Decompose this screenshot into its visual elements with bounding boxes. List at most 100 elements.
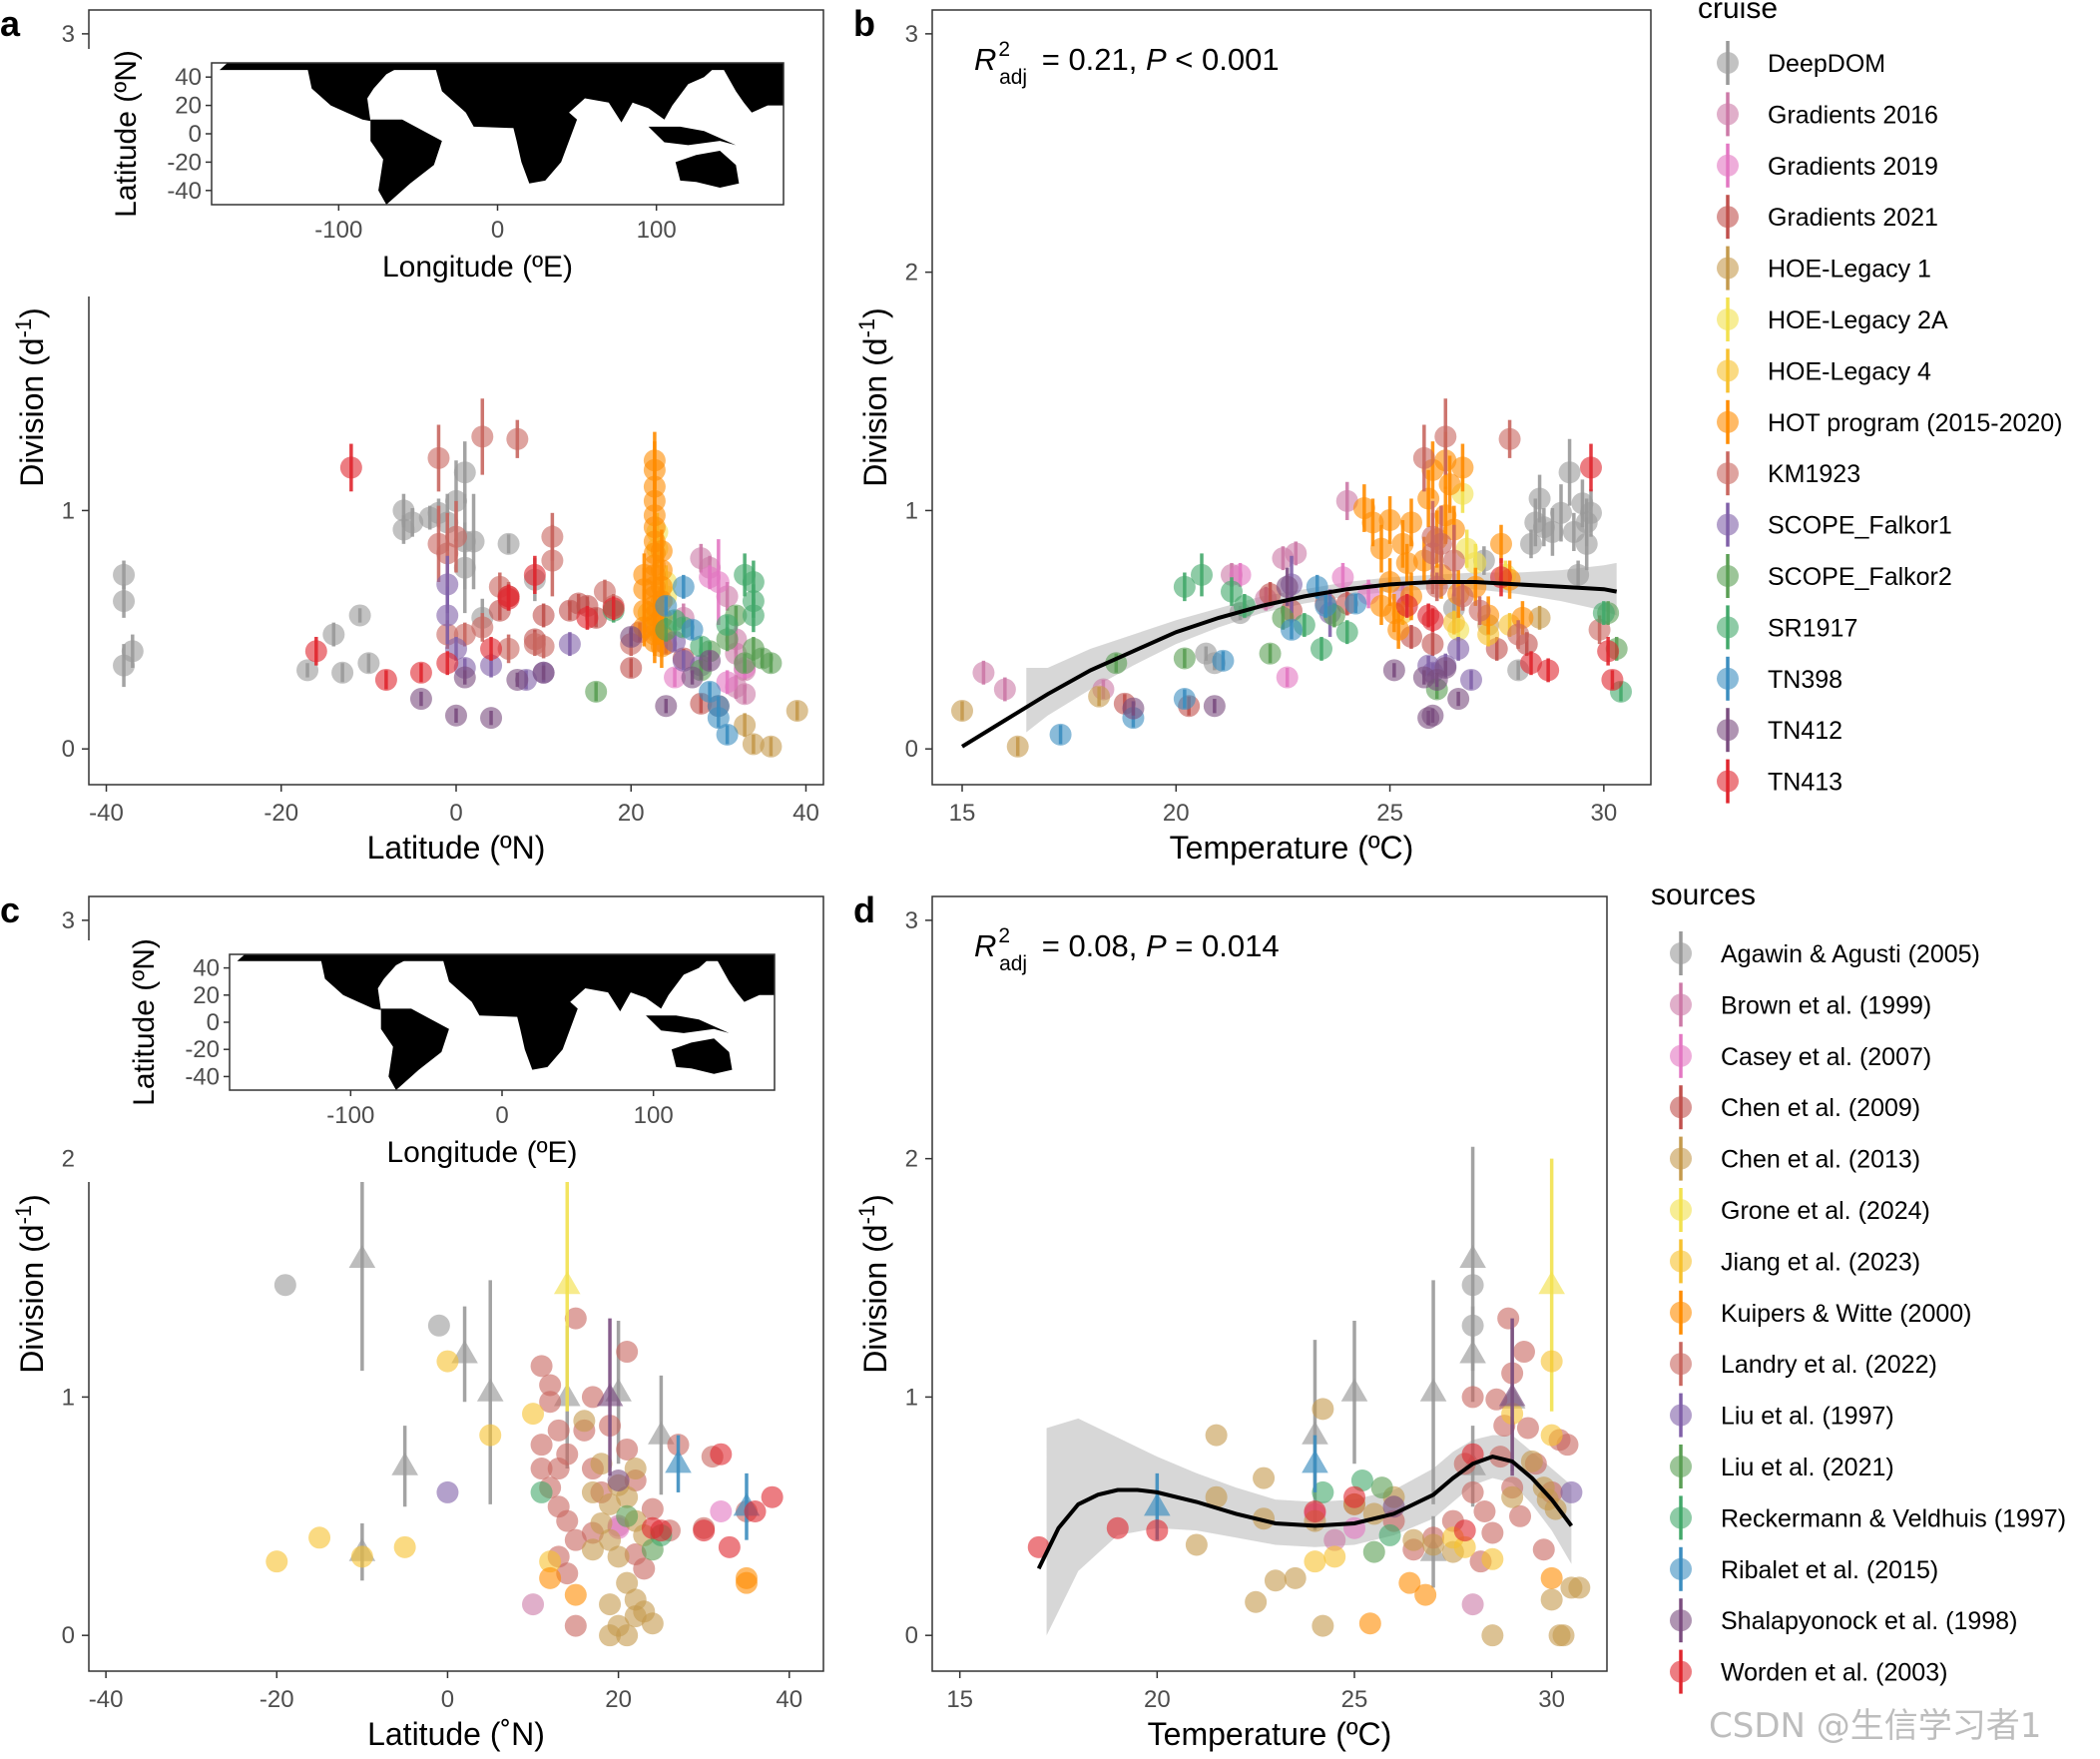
data-point [707, 707, 730, 730]
data-point [1461, 1386, 1484, 1409]
legend-item: SCOPE_Falkor1 [1717, 502, 1952, 547]
legend-label: Landry et al. (2022) [1721, 1351, 1937, 1379]
alaska-shape [237, 954, 775, 961]
data-point [1509, 1504, 1532, 1527]
y-tick-label: 0 [905, 1622, 918, 1649]
x-axis-title: Temperature (ºC) [1170, 830, 1414, 866]
x-axis-title: Latitude (˚N) [367, 1716, 545, 1752]
data-triangle [391, 1452, 418, 1475]
legend-label: DeepDOM [1768, 50, 1885, 78]
legend-item: Liu et al. (1997) [1670, 1393, 1894, 1438]
data-point [1460, 668, 1482, 691]
data-point [1453, 1535, 1476, 1558]
legend-swatch-dot [1670, 1147, 1692, 1170]
data-point [445, 704, 467, 727]
data-point [693, 1519, 716, 1542]
legend-swatch-dot [1670, 1660, 1692, 1683]
data-point [506, 668, 529, 691]
legend-item: Kuipers & Witte (2000) [1670, 1290, 1972, 1335]
y-tick-label: 2 [905, 260, 918, 287]
data-point [436, 1350, 459, 1373]
legend-swatch-dot [1717, 513, 1739, 536]
data-point [1516, 1417, 1539, 1440]
series-landry-et-al-2022- [1461, 1341, 1535, 1409]
legend-label: Agawin & Agusti (2005) [1721, 940, 1980, 968]
data-point [497, 532, 520, 555]
data-point [1350, 1468, 1373, 1491]
indonesia-shape [648, 126, 737, 146]
y-tick-label: 1 [905, 497, 918, 524]
data-point [1507, 623, 1530, 646]
data-point [1311, 637, 1332, 660]
panel-label: a [0, 3, 21, 44]
data-point [1361, 511, 1384, 534]
data-point [1481, 1624, 1504, 1647]
data-point [1378, 508, 1401, 531]
data-point [616, 1341, 639, 1364]
data-point [1520, 1450, 1543, 1472]
data-point [633, 1557, 656, 1580]
legend-label: Gradients 2016 [1768, 101, 1938, 129]
data-point [1490, 532, 1512, 555]
data-point [539, 1374, 562, 1397]
x-tick-label: -20 [263, 800, 298, 827]
legend-label: Worden et al. (2003) [1721, 1659, 1947, 1687]
data-point [530, 1434, 553, 1457]
data-point [1387, 618, 1410, 641]
data-point [655, 695, 678, 718]
data-point [1540, 1566, 1563, 1589]
data-point [445, 525, 467, 548]
data-point [581, 1538, 604, 1561]
data-point [1395, 551, 1418, 574]
data-point [1540, 1588, 1563, 1611]
plot-area [265, 1146, 784, 1647]
data-point [304, 640, 327, 663]
data-point [1552, 1624, 1575, 1647]
data-triangle [1419, 1378, 1447, 1402]
series-grone-et-al-2024- [553, 1158, 581, 1412]
data-point [1264, 1569, 1287, 1592]
data-point [602, 597, 625, 620]
data-point [599, 1593, 622, 1616]
y-tick-label: 1 [905, 1384, 918, 1411]
data-point [616, 1485, 639, 1508]
data-point [590, 1511, 613, 1534]
legend-swatch-dot [1670, 942, 1692, 964]
legend-swatch-dot [1717, 770, 1739, 793]
data-point [1421, 609, 1444, 632]
legend-label: Gradients 2021 [1768, 204, 1938, 232]
series-kuipers-witte-2000- [539, 1566, 758, 1606]
series-tn413 [304, 443, 625, 691]
data-triangle [1459, 1340, 1486, 1364]
legends: cruise DeepDOM Gradients 2016 Gradients 201… [1651, 0, 2066, 1694]
legend-swatch-dot [1717, 308, 1739, 330]
inset-x-axis-title: Longitude (ºE) [386, 1136, 577, 1169]
data-triangle [1340, 1378, 1368, 1402]
data-point [1434, 657, 1457, 680]
north-america-left [212, 65, 402, 122]
data-point [480, 707, 503, 730]
data-point [322, 623, 345, 646]
data-point [1430, 532, 1452, 555]
data-point [1335, 489, 1358, 512]
data-point [1447, 637, 1470, 660]
data-point [590, 1453, 613, 1475]
y-tick-label: 2 [905, 1146, 918, 1173]
data-point [1451, 456, 1474, 479]
data-point [308, 1526, 331, 1549]
inset-y-tick-label: 20 [193, 982, 220, 1009]
data-triangle [348, 1244, 376, 1269]
data-point [462, 530, 485, 553]
panel-d: d 0 1 2 3 15 20 25 30 Temperature (ºC) Division (d… [853, 889, 1608, 1752]
data-point [1422, 1533, 1445, 1556]
y-axis-title: Division (d-1) [11, 307, 50, 487]
series-jiang-et-al-2023- [1304, 1350, 1563, 1573]
data-point [1414, 1583, 1437, 1606]
data-point [1173, 647, 1196, 670]
data-point [1378, 571, 1401, 594]
data-point [1453, 1519, 1476, 1542]
data-point [401, 511, 424, 534]
data-point [1417, 487, 1440, 510]
data-point [1575, 532, 1598, 555]
